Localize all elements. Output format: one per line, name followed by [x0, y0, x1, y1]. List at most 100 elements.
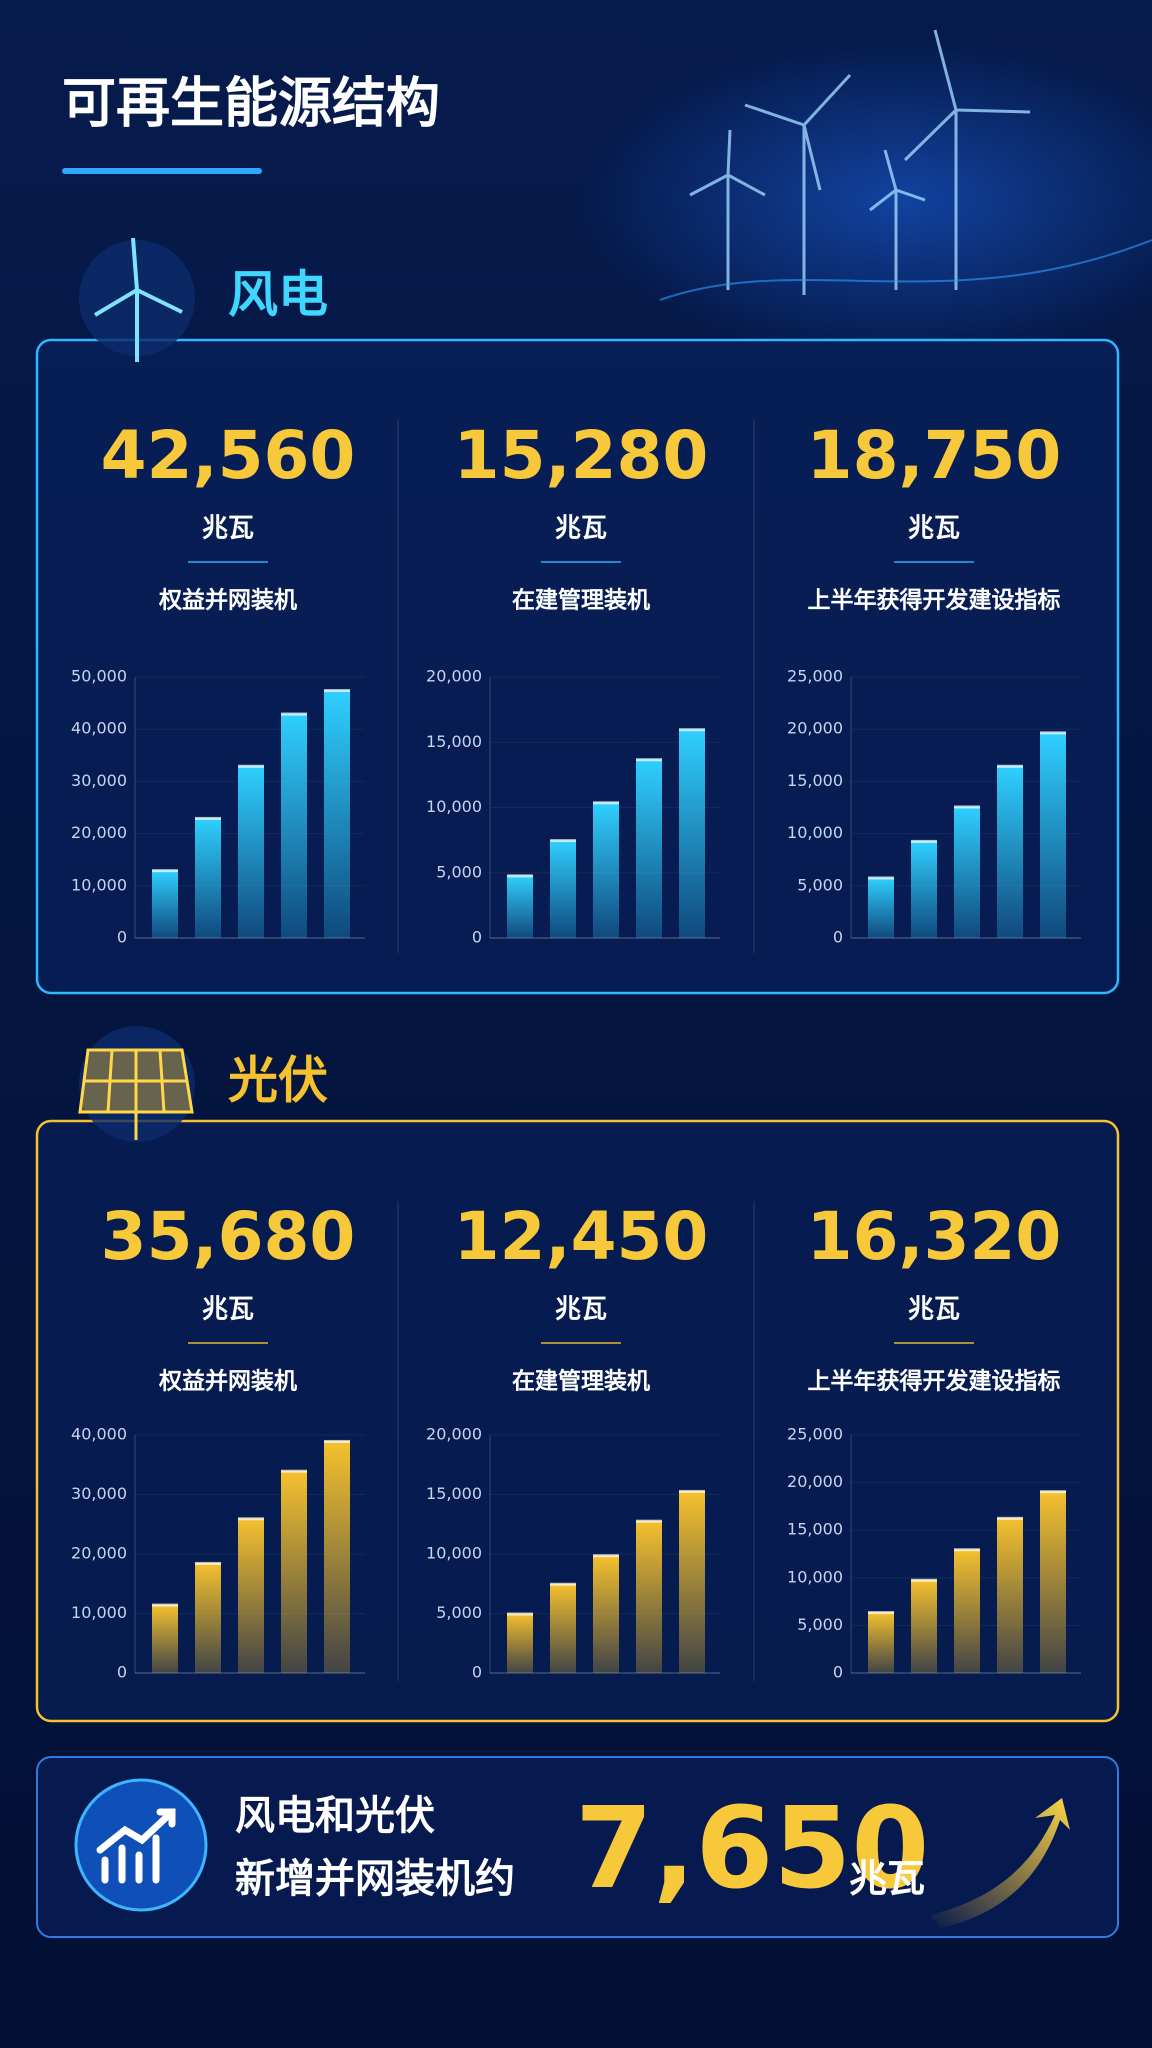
- y-tick-label: 5,000: [797, 875, 843, 894]
- bar-cap: [1040, 731, 1066, 735]
- bar-cap: [679, 728, 705, 732]
- summary-unit: 兆瓦: [849, 1857, 925, 1901]
- bar-cap: [593, 801, 619, 805]
- stat-unit: 兆瓦: [908, 1295, 960, 1325]
- bar-cap: [281, 712, 307, 716]
- bar: [281, 713, 307, 938]
- bar-cap: [507, 874, 533, 878]
- y-tick-label: 30,000: [71, 771, 127, 790]
- stat-value: 12,450: [454, 1198, 709, 1275]
- bar: [324, 690, 350, 938]
- glow: [580, 40, 1152, 360]
- stat-label: 在建管理装机: [512, 1368, 650, 1395]
- y-tick-label: 15,000: [426, 1484, 482, 1503]
- decor-wave: [659, 239, 1152, 301]
- bar: [868, 877, 894, 938]
- bar: [195, 817, 221, 938]
- wind-icon: [93, 237, 183, 362]
- bar: [238, 1518, 264, 1673]
- bar: [550, 840, 576, 938]
- summary-line1: 风电和光伏: [235, 1793, 435, 1839]
- bar-cap: [324, 1439, 350, 1443]
- bar: [152, 870, 178, 938]
- bar-cap: [152, 1603, 178, 1607]
- bar-cap: [954, 1548, 980, 1552]
- stat-unit: 兆瓦: [555, 514, 607, 544]
- bar-cap: [954, 805, 980, 809]
- bar: [281, 1470, 307, 1673]
- y-tick-label: 10,000: [787, 823, 843, 842]
- wind-icon-blades: [93, 237, 183, 317]
- summary-value: 7,650: [575, 1784, 929, 1914]
- y-tick-label: 25,000: [787, 667, 843, 686]
- bar: [152, 1604, 178, 1673]
- stat-unit: 兆瓦: [202, 514, 254, 544]
- bar: [1040, 1491, 1066, 1673]
- bar: [593, 802, 619, 938]
- y-tick-label: 10,000: [787, 1567, 843, 1586]
- content: 风电42,560兆瓦权益并网装机010,00020,00030,00040,00…: [35, 237, 1120, 1938]
- stat-label: 上半年获得开发建设指标: [808, 587, 1061, 614]
- summary-arrow: [930, 1798, 1070, 1928]
- bar: [238, 765, 264, 938]
- bar: [954, 1549, 980, 1673]
- bar: [997, 765, 1023, 938]
- bar: [1040, 732, 1066, 938]
- y-tick-label: 5,000: [436, 1603, 482, 1622]
- y-tick-label: 10,000: [426, 797, 482, 816]
- bar: [507, 875, 533, 938]
- bar: [954, 806, 980, 938]
- solar-icon-panel: [78, 1048, 194, 1114]
- y-tick-label: 15,000: [787, 1520, 843, 1539]
- y-tick-label: 50,000: [71, 667, 127, 686]
- bar: [911, 840, 937, 938]
- solar-icon: [78, 1048, 194, 1140]
- bar: [636, 759, 662, 938]
- bar-cap: [195, 816, 221, 820]
- stat-label: 权益并网装机: [158, 1368, 297, 1395]
- y-tick-label: 0: [117, 928, 127, 947]
- y-tick-label: 20,000: [71, 823, 127, 842]
- bar: [550, 1583, 576, 1673]
- y-tick-label: 10,000: [71, 875, 127, 894]
- bar-cap: [507, 1612, 533, 1616]
- y-tick-label: 15,000: [787, 771, 843, 790]
- y-tick-label: 0: [833, 928, 843, 947]
- y-tick-label: 30,000: [71, 1484, 127, 1503]
- y-tick-label: 0: [472, 1663, 482, 1682]
- bar-cap: [636, 758, 662, 762]
- stat-value: 18,750: [807, 417, 1062, 494]
- stat-label: 权益并网装机: [158, 587, 297, 614]
- y-tick-label: 0: [833, 1663, 843, 1682]
- bar-cap: [195, 1561, 221, 1565]
- bar: [679, 729, 705, 938]
- y-tick-label: 40,000: [71, 1425, 127, 1444]
- y-tick-label: 0: [117, 1663, 127, 1682]
- bar-cap: [997, 1516, 1023, 1520]
- bar-cap: [868, 1611, 894, 1615]
- bar: [195, 1562, 221, 1673]
- stat-unit: 兆瓦: [555, 1295, 607, 1325]
- turbines: [689, 29, 1031, 295]
- summary-line2: 新增并网装机约: [235, 1856, 515, 1902]
- title-underline: [62, 168, 262, 174]
- bar: [679, 1490, 705, 1673]
- bar: [868, 1612, 894, 1673]
- stat-label: 在建管理装机: [512, 587, 650, 614]
- y-tick-label: 20,000: [787, 1472, 843, 1491]
- bar: [593, 1555, 619, 1673]
- stat-value: 42,560: [101, 417, 356, 494]
- y-tick-label: 15,000: [426, 732, 482, 751]
- bar-cap: [238, 764, 264, 768]
- y-tick-label: 5,000: [436, 862, 482, 881]
- bar-cap: [911, 1578, 937, 1582]
- bar-cap: [636, 1519, 662, 1523]
- y-tick-label: 0: [472, 928, 482, 947]
- y-tick-label: 10,000: [426, 1544, 482, 1563]
- bar: [911, 1579, 937, 1673]
- bar-cap: [152, 869, 178, 873]
- bar-cap: [324, 689, 350, 693]
- y-tick-label: 5,000: [797, 1615, 843, 1634]
- bar: [997, 1517, 1023, 1673]
